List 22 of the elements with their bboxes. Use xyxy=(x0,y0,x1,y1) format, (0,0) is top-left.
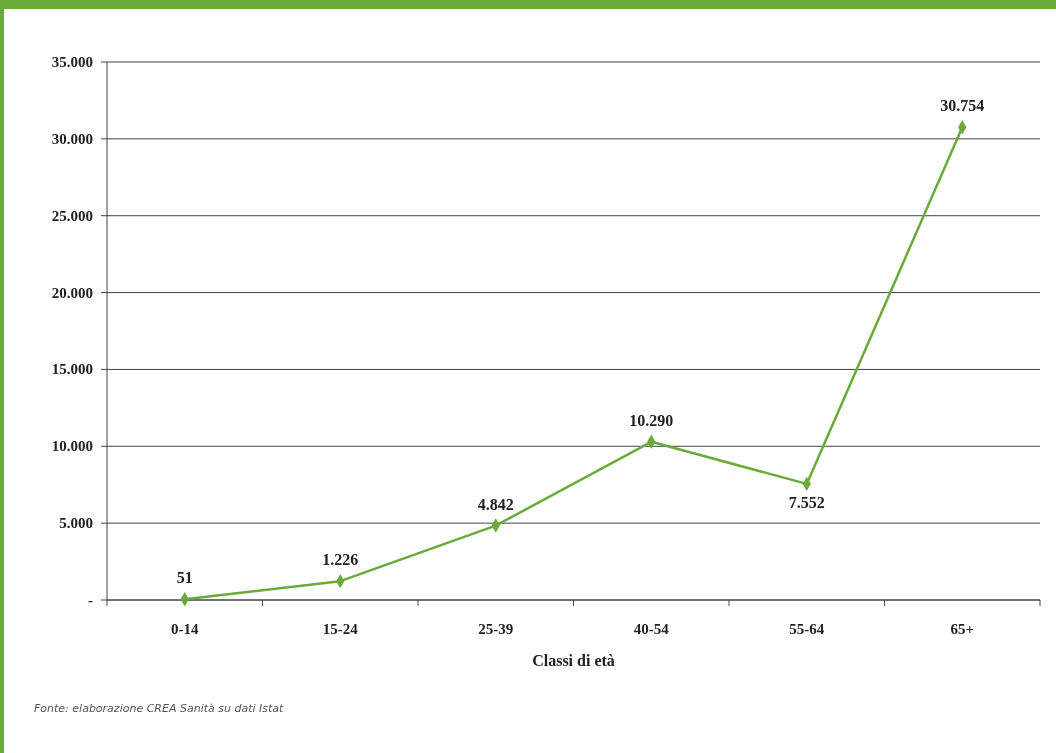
x-tick-label: 0-14 xyxy=(171,621,199,637)
x-tick-label: 40-54 xyxy=(633,621,670,637)
data-label: 10.290 xyxy=(629,411,674,429)
y-tick-label: 30.000 xyxy=(51,130,93,147)
y-tick-label: 15.000 xyxy=(51,361,93,378)
data-label: 4.842 xyxy=(477,495,514,513)
x-axis-title: Classi di età xyxy=(532,652,615,669)
x-tick-label: 65+ xyxy=(950,621,975,637)
x-tick-label: 25-39 xyxy=(478,621,514,637)
y-tick-label: 5.000 xyxy=(59,515,93,532)
data-label: 1.226 xyxy=(322,551,359,569)
data-label: 30.754 xyxy=(940,97,985,115)
x-tick-label: 55-64 xyxy=(789,621,825,637)
y-tick-label: 20.000 xyxy=(51,284,93,301)
y-tick-label: 25.000 xyxy=(51,207,93,224)
x-tick-label: 15-24 xyxy=(322,621,359,637)
data-label: 51 xyxy=(176,569,193,587)
data-label: 7.552 xyxy=(788,493,825,511)
y-tick-label: 35.000 xyxy=(51,54,93,70)
source-note: Fonte: elaborazione CREA Sanità su dati Istat xyxy=(34,702,285,715)
y-tick-label: 10.000 xyxy=(51,438,93,455)
y-tick-label: - xyxy=(88,592,93,608)
